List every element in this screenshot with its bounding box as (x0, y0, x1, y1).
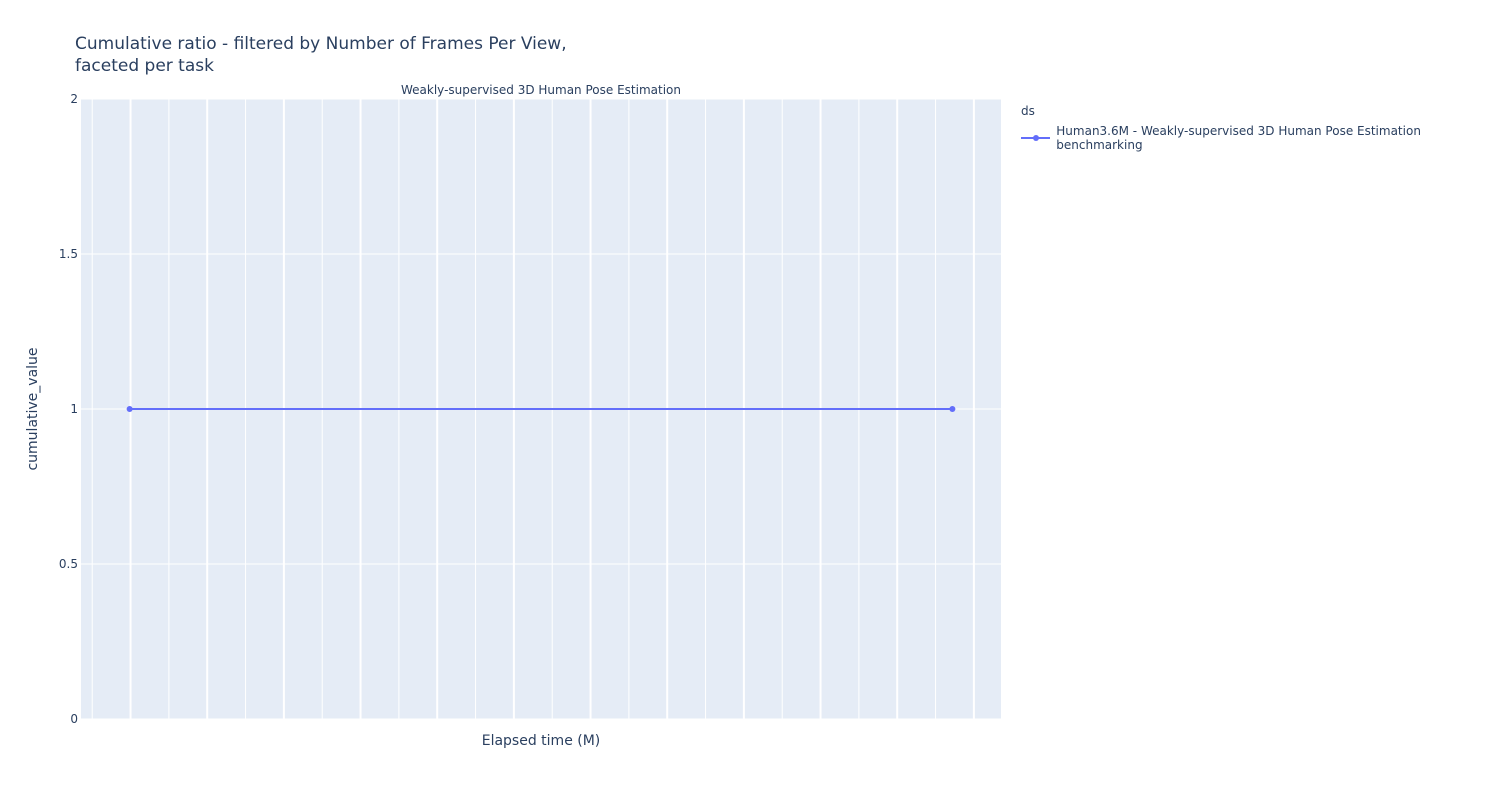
series-layer (126, 406, 956, 412)
legend: ds Human3.6M - Weakly-supervised 3D Huma… (1021, 104, 1500, 152)
legend-line-swatch-icon (1021, 135, 1051, 141)
data-point[interactable] (126, 406, 133, 412)
facet-title: Weakly-supervised 3D Human Pose Estimati… (401, 83, 681, 97)
chart-title-line2: faceted per task (75, 56, 214, 76)
x-axis-label: Elapsed time (M) (482, 733, 601, 749)
y-tick-label: 0 (70, 712, 78, 726)
chart-title-line1: Cumulative ratio - filtered by Number of… (75, 34, 567, 54)
legend-title: ds (1021, 104, 1035, 118)
y-tick-labels: 0 0.5 1 1.5 2 (59, 92, 78, 726)
legend-item[interactable]: Human3.6M - Weakly-supervised 3D Human P… (1021, 124, 1500, 152)
y-tick-label: 0.5 (59, 557, 78, 571)
y-axis-label: cumulative_value (25, 347, 41, 470)
y-tick-label: 1 (70, 402, 78, 416)
data-point[interactable] (949, 406, 956, 412)
chart-title: Cumulative ratio - filtered by Number of… (75, 33, 567, 77)
y-tick-label: 1.5 (59, 247, 78, 261)
legend-item-label: Human3.6M - Weakly-supervised 3D Human P… (1056, 124, 1421, 152)
y-tick-label: 2 (70, 92, 78, 106)
